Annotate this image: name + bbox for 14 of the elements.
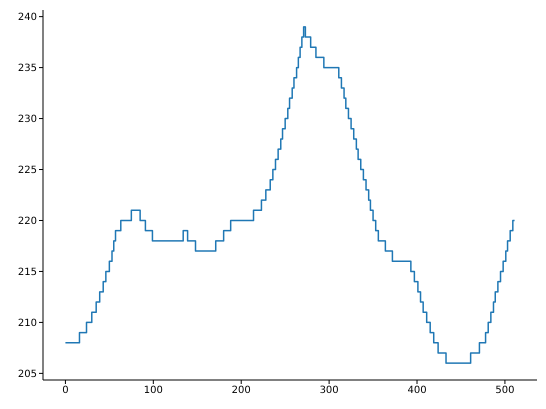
y-tick-label: 215 (18, 266, 37, 278)
y-tick-label: 225 (18, 165, 37, 176)
x-tick-label: 500 (495, 385, 514, 396)
x-tick-label: 400 (407, 385, 427, 396)
y-tick-label: 210 (18, 318, 37, 329)
y-tick-label: 240 (18, 12, 37, 24)
y-tick-label: 235 (18, 63, 37, 74)
y-tick-label: 205 (18, 368, 37, 380)
x-tick-label: 100 (144, 385, 163, 396)
x-tick-label: 0 (62, 385, 69, 396)
y-tick-label: 220 (18, 216, 37, 228)
x-tick-label: 300 (320, 385, 339, 396)
y-tick-label: 230 (18, 114, 37, 126)
x-tick-label: 200 (232, 385, 251, 396)
